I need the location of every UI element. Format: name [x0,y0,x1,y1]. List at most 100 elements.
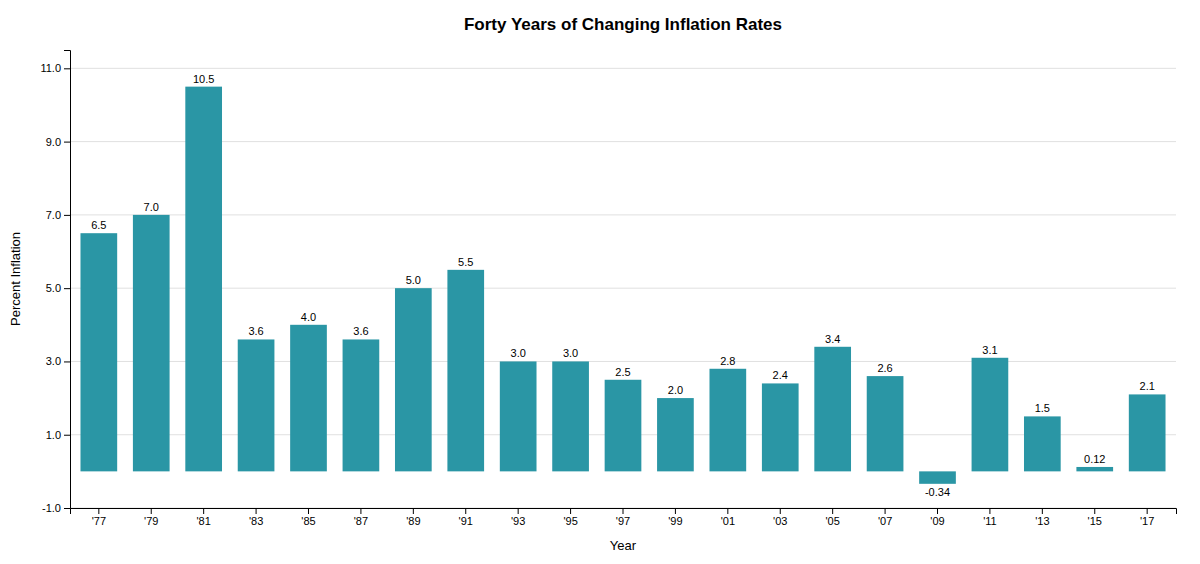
x-tick: '79 [144,508,158,527]
x-tick-label: '99 [668,515,682,527]
data-label: -0.34 [925,486,950,498]
y-tick-mark [64,68,70,69]
y-tick-label: -1.0 [42,502,61,514]
x-tick: '99 [668,508,682,527]
x-tick-mark [885,508,886,514]
bar [290,325,327,472]
x-tick-mark [203,508,204,514]
y-tick: 1.0 [46,429,70,441]
y-tick-label: 3.0 [46,355,61,367]
x-tick-label: '15 [1088,515,1102,527]
bar [1076,467,1113,471]
x-tick: '11 [983,508,997,527]
x-tick: '85 [301,508,315,527]
x-tick: '03 [773,508,787,527]
bar [605,380,642,472]
data-label: 2.5 [615,366,630,378]
x-tick-mark [465,508,466,514]
x-tick: '01 [721,508,735,527]
y-axis: -1.0 1.0 3.0 5.0 7.0 9.0 11.0 [40,51,70,515]
y-tick: 5.0 [46,282,70,294]
y-tick-mark [64,215,70,216]
y-tick-label: 1.0 [46,429,61,441]
x-tick: '87 [354,508,368,527]
data-label: 1.5 [1035,402,1050,414]
x-tick-mark [570,508,571,514]
grid [70,68,1176,508]
x-tick-mark [989,508,990,514]
y-tick-mark [64,142,70,143]
grid-line [70,68,1176,69]
x-axis-title: Year [610,538,637,553]
x-tick: '95 [563,508,577,527]
x-tick-label: '95 [563,515,577,527]
bar [80,233,117,471]
x-axis-line [71,509,1177,515]
x-tick-label: '91 [459,515,473,527]
y-axis-line [64,51,71,509]
data-label: 6.5 [91,219,106,231]
x-tick-mark [675,508,676,514]
x-tick-mark [360,508,361,514]
x-tick-mark [1147,508,1148,514]
data-labels: 6.57.010.53.64.03.65.05.53.03.02.52.02.8… [91,73,1155,498]
x-tick-label: '01 [721,515,735,527]
x-tick-label: '03 [773,515,787,527]
y-tick-label: 11.0 [40,62,61,74]
x-tick-label: '77 [92,515,106,527]
x-tick-mark [1042,508,1043,514]
data-label: 5.0 [406,274,421,286]
data-label: 3.6 [248,325,263,337]
y-axis-title: Percent Inflation [8,232,23,326]
y-tick: -1.0 [42,502,70,514]
bar [657,398,694,471]
x-tick: '17 [1140,508,1154,527]
bar [867,376,904,471]
x-tick: '15 [1088,508,1102,527]
y-tick-mark [64,288,70,289]
x-tick-label: '05 [825,515,839,527]
x-tick-label: '81 [196,515,210,527]
x-tick-label: '97 [616,515,630,527]
bar [133,215,170,471]
x-tick: '97 [616,508,630,527]
y-tick-label: 7.0 [46,209,61,221]
data-label: 2.0 [668,384,683,396]
x-tick: '77 [92,508,106,527]
x-tick-mark [308,508,309,514]
x-axis: '77'79'81'83'85'87'89'91'93'95'97'99'01'… [71,508,1177,527]
x-tick-mark [98,508,99,514]
x-tick-mark [623,508,624,514]
x-tick-label: '11 [983,515,997,527]
x-tick-mark [727,508,728,514]
bar [919,471,956,483]
x-tick: '09 [930,508,944,527]
data-label: 2.6 [877,362,892,374]
x-tick: '91 [459,508,473,527]
y-tick: 11.0 [40,62,70,74]
y-tick: 9.0 [46,136,70,148]
plot: -1.01.03.05.07.09.011.0'77'79'81'83'85'8… [40,51,1176,527]
grid-line [70,361,1176,362]
y-tick: 3.0 [46,355,70,367]
data-label: 3.1 [982,344,997,356]
data-label: 5.5 [458,256,473,268]
data-label: 3.6 [353,325,368,337]
grid-line [70,141,1176,142]
chart: -1.01.03.05.07.09.011.0'77'79'81'83'85'8… [0,0,1200,564]
bar [238,339,275,471]
x-tick: '05 [825,508,839,527]
bar [552,361,589,471]
bar [709,369,746,472]
x-tick: '07 [878,508,892,527]
data-label: 4.0 [301,311,316,323]
y-tick-mark [64,361,70,362]
x-tick-mark [413,508,414,514]
data-label: 10.5 [193,73,214,85]
data-label: 0.12 [1084,453,1105,465]
x-tick-label: '87 [354,515,368,527]
y-tick: 7.0 [46,209,70,221]
bar [762,383,799,471]
data-label: 7.0 [144,201,159,213]
bar [447,270,484,472]
